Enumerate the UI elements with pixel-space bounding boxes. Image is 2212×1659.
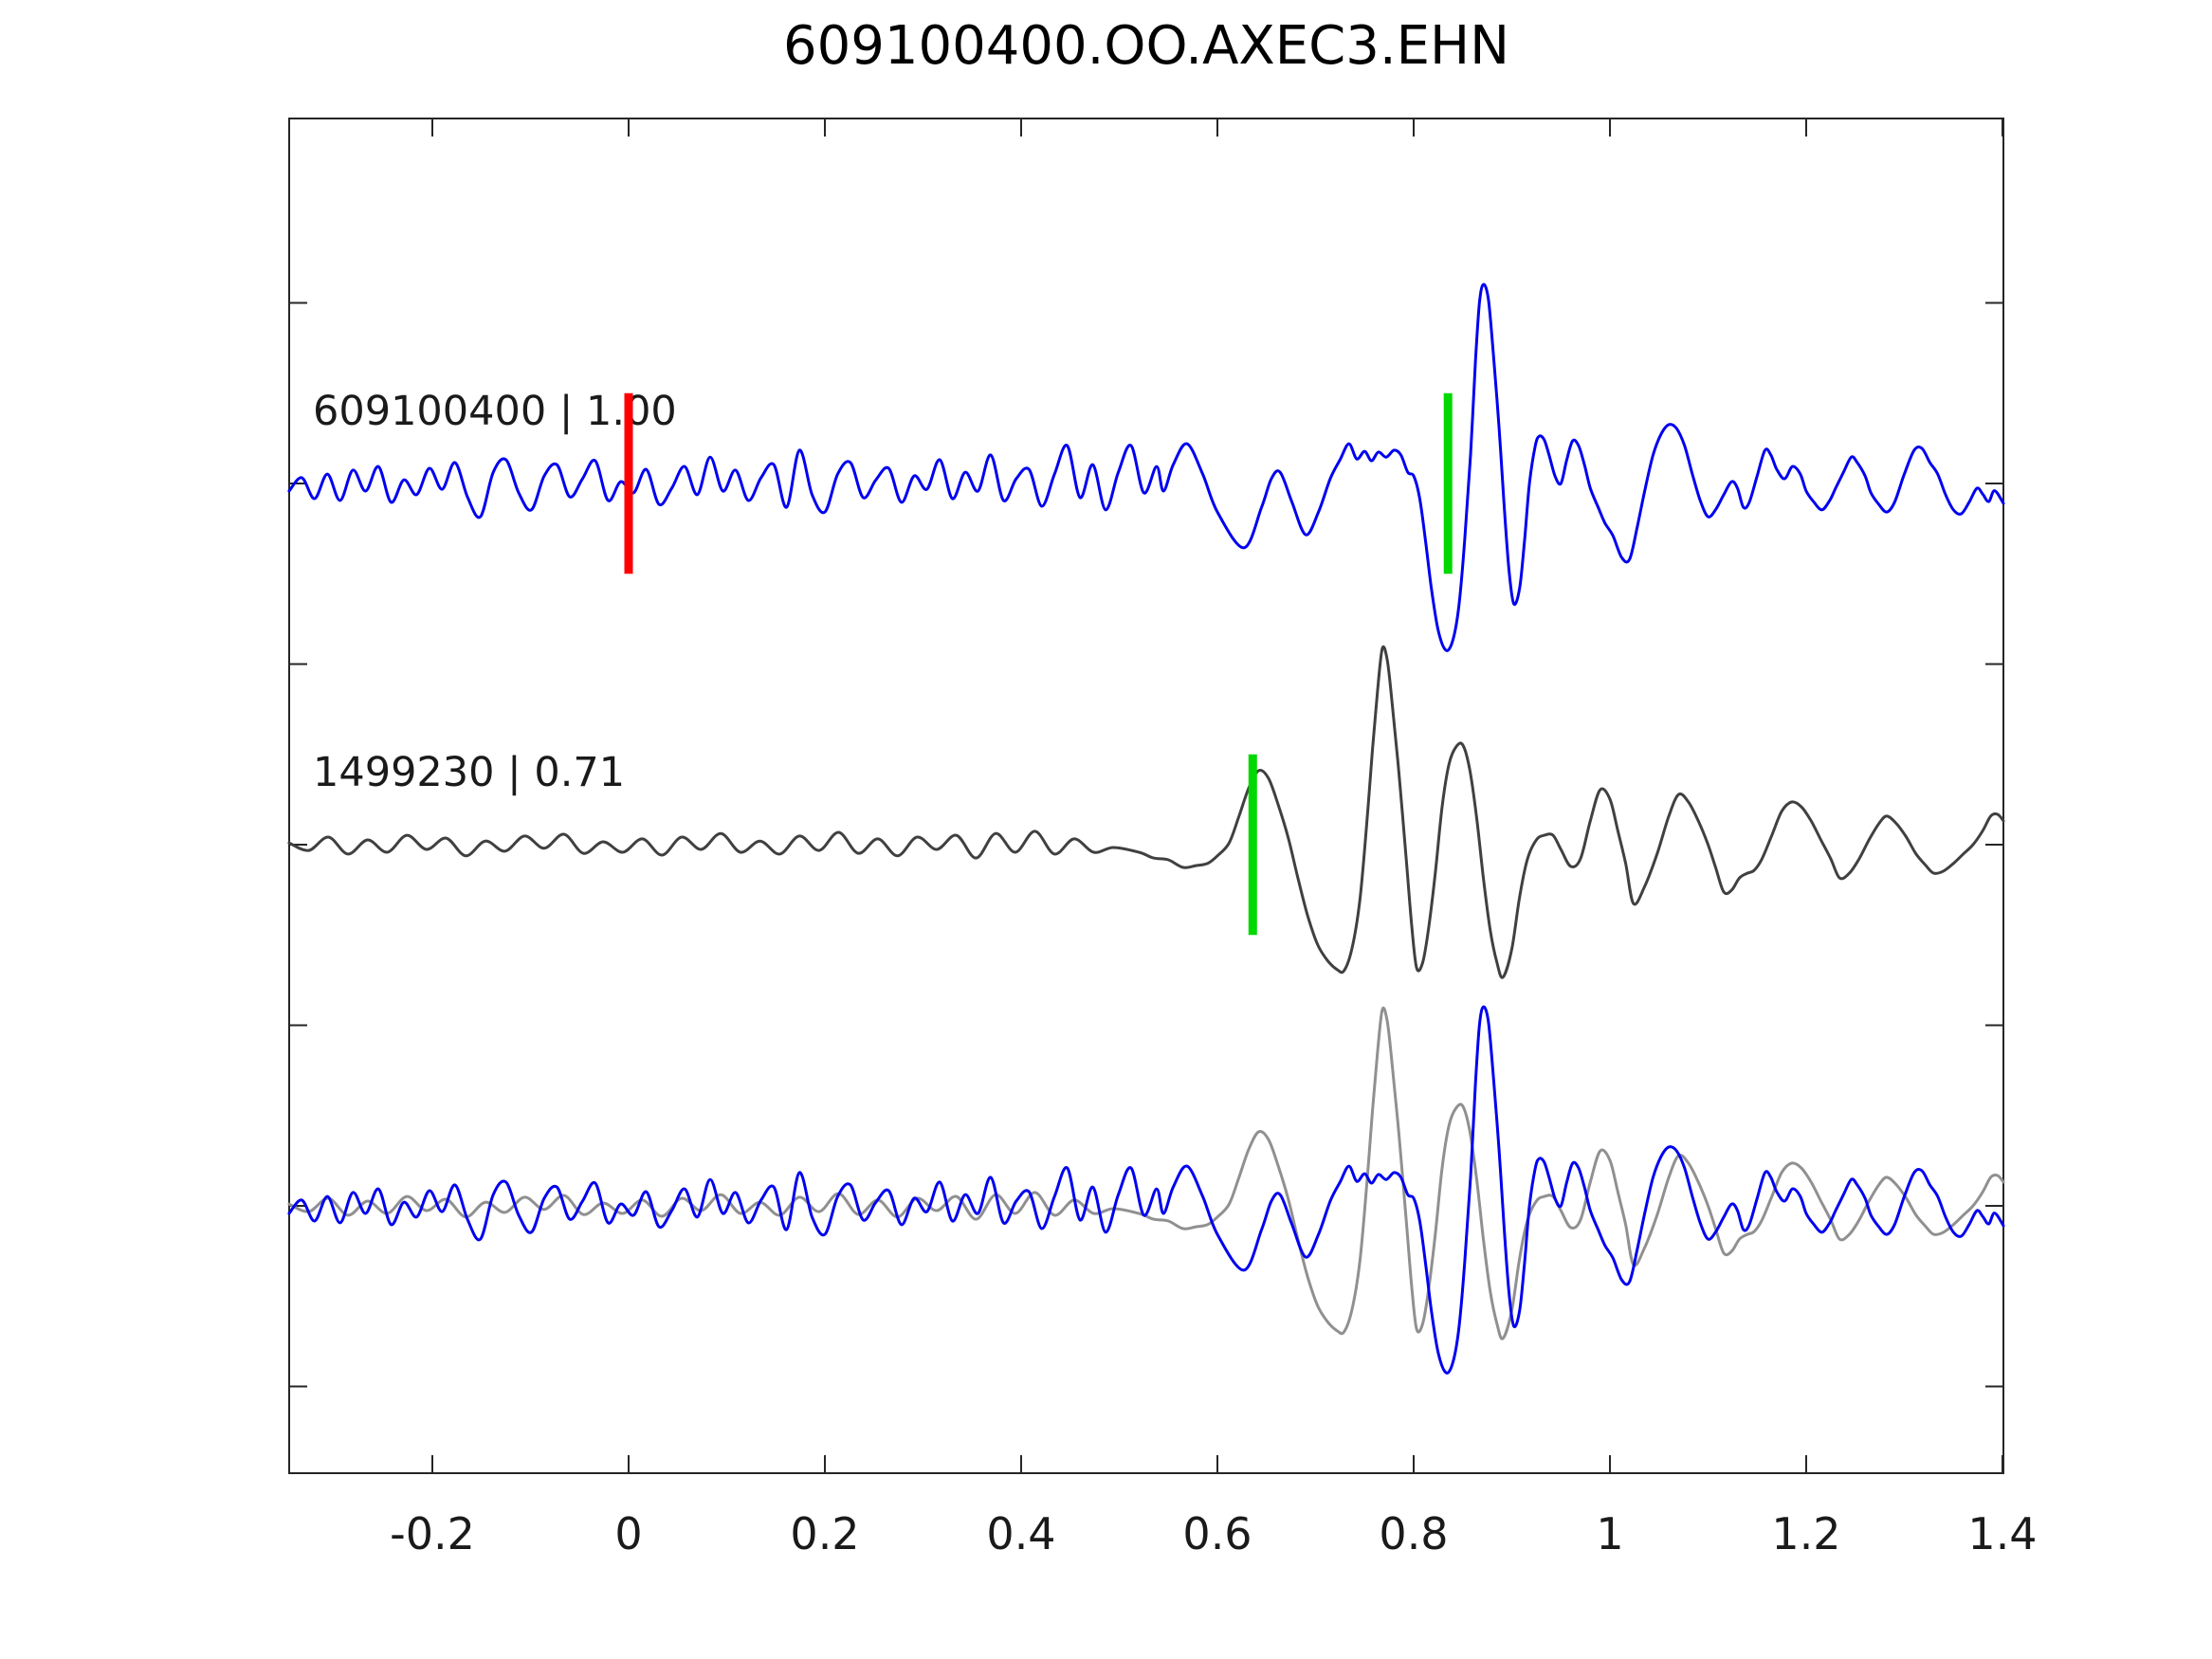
- trace-detection-panel3: [287, 1006, 2005, 1340]
- plot-frame: [288, 118, 2004, 1474]
- x-tick-label: -0.2: [390, 1508, 475, 1559]
- trace-template-panel1: [287, 283, 2005, 652]
- x-tick-label: 1.4: [1967, 1508, 2037, 1559]
- template-origin-pick-marker: [624, 392, 633, 574]
- trace-label-panel2: 1499230 | 0.71: [313, 749, 625, 796]
- trace-detection-panel2: [287, 645, 2005, 979]
- trace-label-panel1: 609100400 | 1.00: [313, 388, 677, 435]
- trace-template-panel3: [287, 1005, 2005, 1375]
- template-phase-pick-marker: [1443, 392, 1453, 574]
- x-tick-label: 0.6: [1182, 1508, 1252, 1559]
- x-tick-label: 0.8: [1379, 1508, 1448, 1559]
- x-tick-label: 0.4: [986, 1508, 1055, 1559]
- x-tick-label: 0.2: [790, 1508, 859, 1559]
- x-tick-label: 1: [1596, 1508, 1623, 1559]
- x-tick-label: 0: [614, 1508, 642, 1559]
- detection-phase-pick-marker: [1248, 754, 1257, 936]
- chart-title: 609100400.OO.AXEC3.EHN: [782, 15, 1510, 77]
- x-tick-label: 1.2: [1771, 1508, 1840, 1559]
